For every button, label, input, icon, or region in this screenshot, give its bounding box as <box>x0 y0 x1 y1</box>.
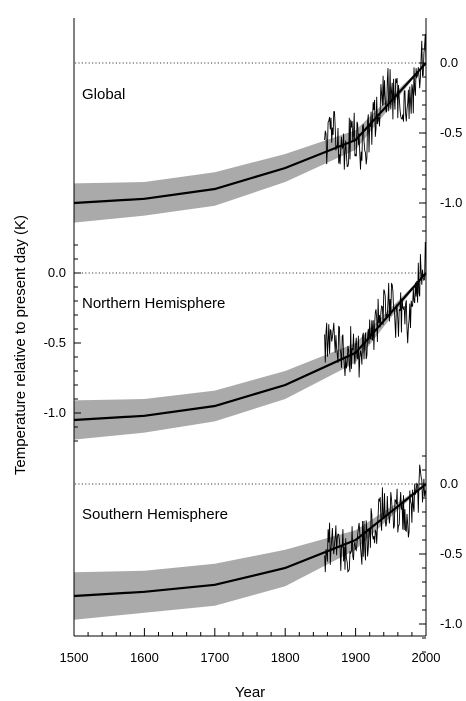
uncertainty-bands <box>74 63 426 620</box>
uncertainty-band <box>74 484 426 620</box>
trend-line <box>73 62 427 205</box>
x-tick-label: 1500 <box>60 650 89 665</box>
y-tick-label: 0.0 <box>48 265 66 280</box>
instrumental-line <box>324 33 427 170</box>
y-tick-label: 0.0 <box>440 55 458 70</box>
y-tick-label: -1.0 <box>440 195 462 210</box>
trend-line <box>73 272 427 422</box>
zero-reference-lines <box>75 62 426 485</box>
panel-label: Northern Hemisphere <box>82 295 225 312</box>
y-tick-label: -0.5 <box>440 125 462 140</box>
axis-ticks <box>73 34 427 653</box>
y-axis-title: Temperature relative to present day (K) <box>12 215 29 475</box>
x-tick-label: 1700 <box>200 650 229 665</box>
x-tick-label: 2000 <box>412 650 441 665</box>
x-tick-label: 1900 <box>341 650 370 665</box>
instrumental-line <box>324 241 427 378</box>
y-tick-label: -1.0 <box>44 405 66 420</box>
uncertainty-band <box>74 273 426 440</box>
x-tick-label: 1800 <box>271 650 300 665</box>
uncertainty-band <box>74 63 426 223</box>
trend-line <box>73 483 427 598</box>
x-tick-label: 1600 <box>130 650 159 665</box>
y-tick-label: -0.5 <box>44 335 66 350</box>
trend-lines <box>73 62 427 598</box>
x-axis-title: Year <box>235 684 265 701</box>
y-tick-label: 0.0 <box>440 476 458 491</box>
instrumental-series <box>324 33 427 573</box>
axis-labels: Global 0.0 -0.5 -1.0 Northern Hemisphere 0.0 -… <box>44 55 463 665</box>
y-tick-label: -1.0 <box>440 616 462 631</box>
y-tick-label: -0.5 <box>440 546 462 561</box>
axes <box>73 18 427 637</box>
panel-label: Global <box>82 86 125 103</box>
panel-label: Southern Hemisphere <box>82 506 228 523</box>
